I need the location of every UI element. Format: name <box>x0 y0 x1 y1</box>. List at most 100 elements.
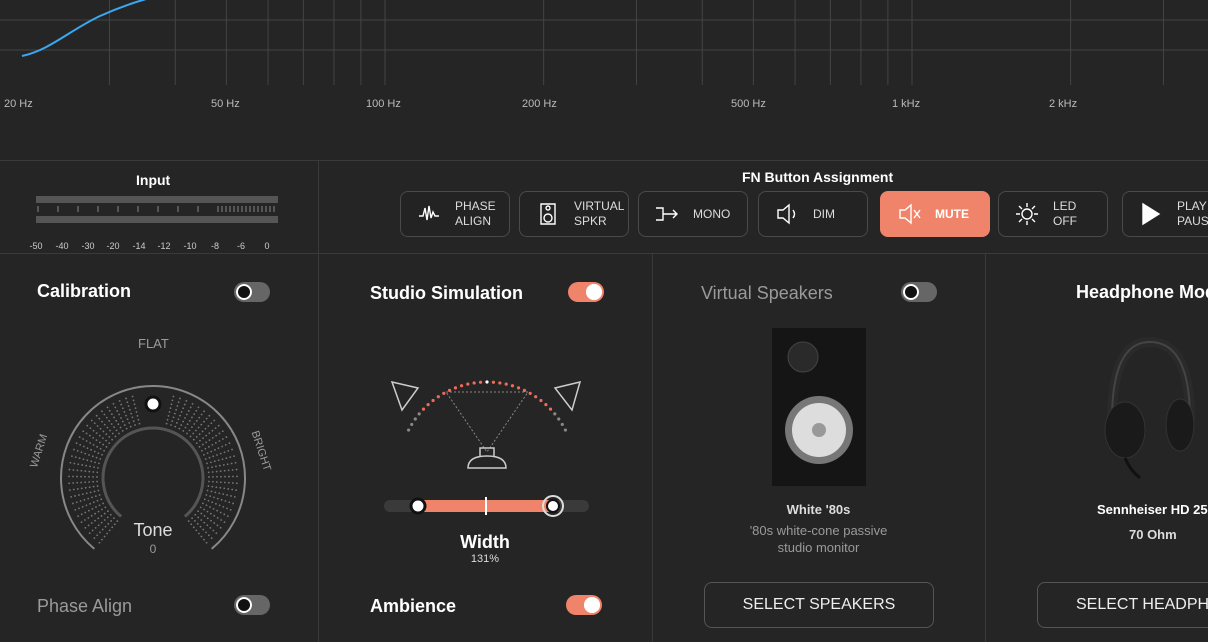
dial-dot <box>227 469 230 472</box>
dial-dot <box>171 399 174 402</box>
dial-dot <box>206 462 208 465</box>
speaker-desc: '80s white-cone passive <box>749 523 888 538</box>
fn-label: MONO <box>693 207 730 222</box>
freq-label: 1 kHz <box>892 98 920 110</box>
dial-dot <box>208 414 211 417</box>
eq-curve <box>21 0 147 57</box>
dial-dot <box>108 409 111 412</box>
dial-dot <box>214 427 217 430</box>
dial-dot <box>195 442 198 445</box>
dial-dot <box>79 443 82 446</box>
ambience-toggle[interactable] <box>566 595 602 615</box>
stage-lines <box>445 391 529 453</box>
dial-dot <box>207 445 210 448</box>
fn-button[interactable]: PHASE ALIGN <box>400 191 510 237</box>
dial-dot <box>227 488 230 490</box>
dial-dot <box>219 481 222 484</box>
slider-handle <box>546 499 560 513</box>
dial-dot <box>80 481 83 484</box>
dial-dot <box>207 534 210 537</box>
dial-dot <box>100 515 103 517</box>
meter-label: 0 <box>264 241 269 251</box>
dial-dot <box>80 513 83 516</box>
dial-dot <box>121 430 124 432</box>
dial-dot <box>205 531 207 534</box>
speaker-left <box>390 380 420 412</box>
select-headphones-button[interactable]: SELECT HEADPHONES <box>1037 582 1208 628</box>
dial-dot <box>96 476 98 478</box>
dial-dot <box>87 497 90 500</box>
dial-dot <box>208 456 211 459</box>
dial-dot <box>218 492 221 495</box>
fn-button[interactable]: LED OFF <box>998 191 1108 237</box>
dial-dot <box>202 437 204 440</box>
fn-button[interactable]: VIRTUAL SPKR <box>519 191 629 237</box>
dial-dot <box>200 535 203 538</box>
dial-dot <box>99 427 102 430</box>
dial-dot <box>94 527 97 529</box>
fn-label-line: MUTE <box>935 206 969 221</box>
stage-dot <box>426 403 430 407</box>
dial-dot <box>74 456 77 459</box>
dial-dot <box>203 498 206 501</box>
dial-dot <box>212 529 215 532</box>
dial-dot <box>68 475 70 478</box>
dial-dot <box>226 463 229 466</box>
dial-dot <box>85 432 88 435</box>
dial-dot <box>217 459 220 462</box>
calibration-toggle[interactable] <box>234 282 270 302</box>
dial-dot <box>95 456 98 459</box>
dial-dot <box>89 465 91 468</box>
dial-dot <box>205 541 208 544</box>
dial-dot <box>94 495 97 498</box>
dial-dot <box>207 485 210 487</box>
stage-dot <box>442 391 446 395</box>
dial-dot <box>102 443 105 446</box>
slider-handle <box>542 495 564 517</box>
dial-dot <box>117 423 120 426</box>
fn-button[interactable]: MONO <box>638 191 748 237</box>
dial-dot <box>112 402 115 405</box>
dial-dot <box>220 498 223 501</box>
fn-button[interactable]: DIM <box>758 191 868 237</box>
dial-dot <box>219 486 222 489</box>
dial-dot <box>228 442 231 445</box>
dial-dot <box>118 400 121 402</box>
fn-label-line: MONO <box>693 206 731 221</box>
stage-dot <box>459 384 464 388</box>
dial-dot <box>97 452 100 455</box>
dial-dot <box>185 400 188 402</box>
fn-icon <box>540 203 556 225</box>
dial-dot <box>88 434 91 437</box>
dial-dot <box>214 442 217 444</box>
dial-dot <box>73 448 75 451</box>
select-speakers-button[interactable]: SELECT SPEAKERS <box>704 582 934 628</box>
fn-title: FN Button Assignment <box>742 169 894 185</box>
dial-dot <box>234 461 237 464</box>
dial-dot <box>91 507 94 510</box>
fn-button[interactable]: MUTE <box>880 191 990 237</box>
dial-dot <box>82 458 85 461</box>
studio-toggle[interactable] <box>568 282 604 302</box>
dial-dot <box>227 481 230 484</box>
dial-dot <box>231 469 234 471</box>
dial-dot <box>132 399 135 402</box>
fn-icon <box>419 205 439 221</box>
dial-dot <box>120 403 123 406</box>
fn-button[interactable]: PLAYPAUSE <box>1122 191 1208 237</box>
icon-path <box>656 207 678 221</box>
dial-dot <box>211 485 214 488</box>
speakers-toggle[interactable] <box>901 282 937 302</box>
stage-dot <box>421 407 426 411</box>
stage-dot <box>539 398 543 403</box>
dial-dot <box>217 424 220 427</box>
dial-dot <box>231 488 234 491</box>
dial-dot <box>191 517 193 519</box>
dial-dot <box>223 513 226 516</box>
speakers-title: Virtual Speakers <box>701 283 833 303</box>
dial-dot <box>209 527 212 529</box>
phase-align-toggle[interactable] <box>234 595 270 615</box>
dial-dot <box>99 447 102 450</box>
dial-dot <box>116 410 119 412</box>
dial-dot <box>204 427 207 430</box>
